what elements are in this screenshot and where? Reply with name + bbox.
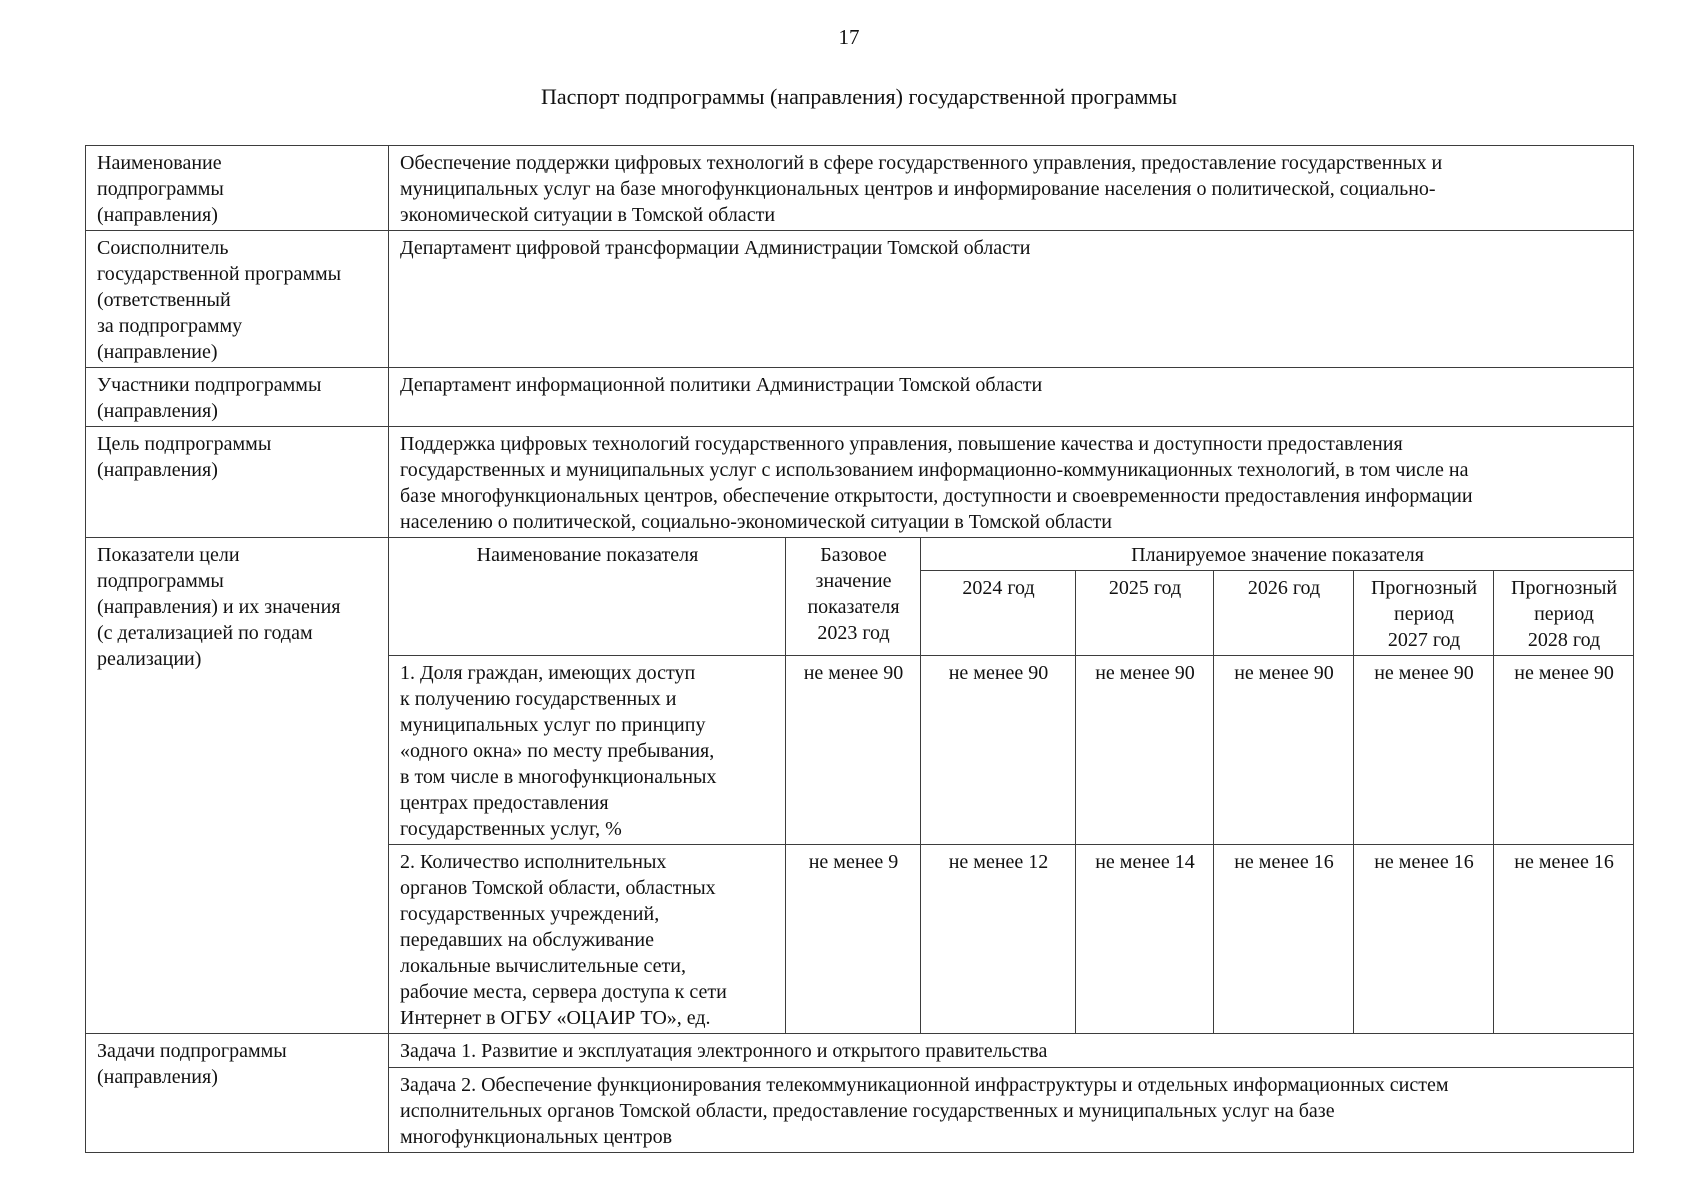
year-header-2027: Прогнозный период 2027 год	[1353, 570, 1494, 656]
row-value-participants: Департамент информационной политики Адми…	[387, 367, 1635, 427]
table-row: Участники подпрограммы (направления) Деп…	[85, 367, 1635, 427]
table-row: Цель подпрограммы (направления) Поддержк…	[85, 426, 1635, 538]
indicators-header-row: Показатели цели подпрограммы (направлени…	[85, 537, 1635, 1034]
page-title: Паспорт подпрограммы (направления) госуд…	[541, 84, 1177, 109]
task-row-1: Задачи подпрограммы (направления) Задача…	[85, 1033, 1635, 1153]
indicator-1-base: не менее 90	[785, 655, 921, 845]
indicator-2-name: 2. Количество исполнительных органов Том…	[388, 844, 786, 1034]
base-value-header: Базовое значение показателя 2023 год	[785, 537, 921, 656]
task-2-text: Задача 2. Обеспечение функционирования т…	[387, 1067, 1635, 1153]
indicator-2-2025: не менее 14	[1075, 844, 1214, 1034]
row-label-name: Наименование подпрограммы (направления)	[85, 145, 389, 231]
indicator-name-header: Наименование показателя	[388, 537, 786, 656]
row-value-goal: Поддержка цифровых технологий государств…	[387, 426, 1635, 538]
planned-value-header: Планируемое значение показателя	[919, 537, 1635, 571]
indicator-1-2024: не менее 90	[920, 655, 1076, 845]
indicator-row-1: 1. Доля граждан, имеющих доступ к получе…	[86, 655, 1635, 845]
row-label-indicators: Показатели цели подпрограммы (направлени…	[85, 537, 389, 1034]
indicator-row-2: 2. Количество исполнительных органов Том…	[86, 844, 1635, 1034]
year-header-2025: 2025 год	[1075, 570, 1214, 656]
indicator-2-2024: не менее 12	[920, 844, 1076, 1034]
year-header-2028: Прогнозный период 2028 год	[1492, 570, 1635, 656]
page-number: 17	[838, 25, 860, 49]
indicator-2-2027: не менее 16	[1353, 844, 1494, 1034]
row-value-name: Обеспечение поддержки цифровых технологи…	[387, 145, 1635, 231]
row-label-goal: Цель подпрограммы (направления)	[85, 426, 389, 538]
task-1-text: Задача 1. Развитие и эксплуатация электр…	[387, 1033, 1635, 1068]
indicator-1-name: 1. Доля граждан, имеющих доступ к получе…	[388, 655, 786, 845]
indicator-2-2026: не менее 16	[1213, 844, 1354, 1034]
indicator-1-2027: не менее 90	[1353, 655, 1494, 845]
indicator-1-2025: не менее 90	[1075, 655, 1214, 845]
year-header-2026: 2026 год	[1213, 570, 1354, 656]
year-header-row: 2024 год 2025 год 2026 год Прогнозный пе…	[86, 570, 1635, 656]
indicator-2-base: не менее 9	[785, 844, 921, 1034]
row-value-coexecutor: Департамент цифровой трансформации Админ…	[387, 230, 1635, 368]
year-header-2024: 2024 год	[920, 570, 1076, 656]
row-label-participants: Участники подпрограммы (направления)	[85, 367, 389, 427]
passport-table: Наименование подпрограммы (направления) …	[85, 145, 1635, 1153]
indicator-1-2028: не менее 90	[1492, 655, 1635, 845]
row-label-coexecutor: Соисполнитель государственной программы …	[85, 230, 389, 368]
indicator-1-2026: не менее 90	[1213, 655, 1354, 845]
row-label-tasks: Задачи подпрограммы (направления)	[85, 1033, 389, 1153]
table-row: Наименование подпрограммы (направления) …	[85, 145, 1635, 231]
task-row-2: Задача 2. Обеспечение функционирования т…	[86, 1067, 1635, 1153]
indicator-2-2028: не менее 16	[1492, 844, 1635, 1034]
table-row: Соисполнитель государственной программы …	[85, 230, 1635, 368]
